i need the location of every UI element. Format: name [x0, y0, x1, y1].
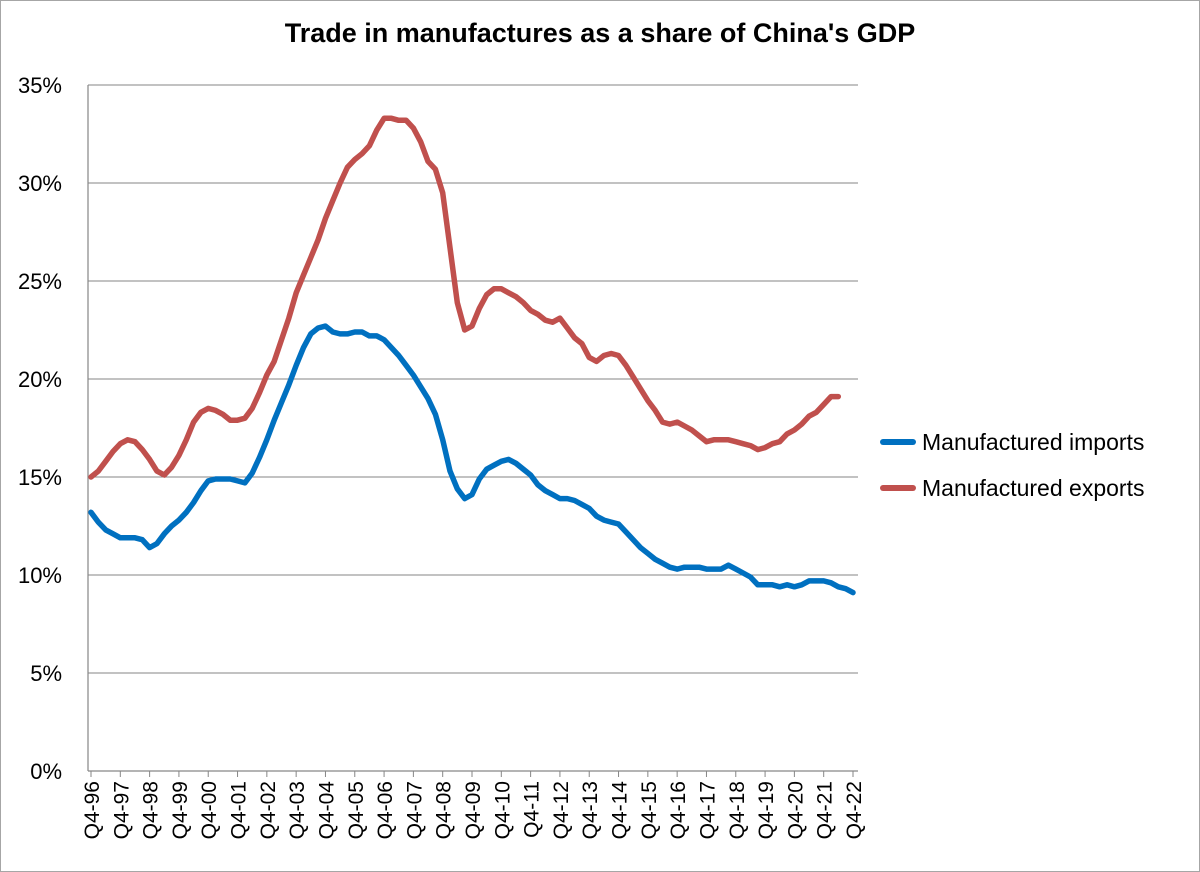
x-tick-label: Q4-16	[667, 781, 690, 839]
x-tick-label: Q4-00	[198, 781, 221, 839]
y-tick-label: 20%	[18, 367, 62, 392]
x-tick-label: Q4-96	[81, 781, 104, 839]
x-tick-label: Q4-99	[169, 781, 192, 839]
x-tick-label: Q4-09	[462, 781, 485, 839]
gridlines	[88, 84, 858, 674]
x-tick-label: Q4-08	[433, 781, 456, 839]
chart-title: Trade in manufactures as a share of Chin…	[284, 18, 916, 48]
x-tick-label: Q4-21	[814, 781, 837, 839]
legend-swatch-exports	[880, 485, 916, 491]
x-tick-label: Q4-06	[374, 781, 397, 839]
x-tick-label: Q4-17	[696, 781, 719, 839]
legend-swatch-imports	[880, 439, 916, 445]
legend-label-imports: Manufactured imports	[922, 428, 1145, 455]
x-tick-label: Q4-07	[403, 781, 426, 839]
y-tick-label: 5%	[30, 661, 62, 686]
x-tick-label: Q4-20	[784, 781, 807, 839]
y-tick-label: 0%	[30, 759, 62, 784]
series-lines	[88, 115, 856, 596]
series-line-imports	[88, 323, 856, 596]
x-tick-label: Q4-98	[140, 781, 163, 839]
x-tick-label: Q4-05	[345, 781, 368, 839]
axes	[87, 85, 858, 777]
x-tick-label: Q4-01	[228, 781, 251, 839]
x-tick-label: Q4-04	[315, 781, 338, 840]
x-tick-label: Q4-12	[550, 781, 573, 839]
y-tick-label: 25%	[18, 269, 62, 294]
legend-label-exports: Manufactured exports	[922, 474, 1145, 501]
legend: Manufactured imports Manufactured export…	[880, 427, 1144, 519]
x-tick-label: Q4-14	[609, 781, 632, 840]
x-tick-label: Q4-03	[286, 781, 309, 839]
x-tick-label: Q4-97	[110, 781, 133, 839]
x-tick-label: Q4-11	[521, 781, 544, 838]
y-tick-label: 35%	[18, 73, 62, 98]
y-tick-label: 30%	[18, 171, 62, 196]
x-tick-label: Q4-19	[755, 781, 778, 839]
x-tick-label: Q4-02	[257, 781, 280, 839]
series-line-exports	[88, 115, 842, 480]
x-tick-label: Q4-18	[726, 781, 749, 839]
x-tick-label: Q4-10	[491, 781, 514, 839]
x-tick-label: Q4-22	[843, 781, 866, 839]
y-tick-label: 15%	[18, 465, 62, 490]
y-tick-label: 10%	[18, 563, 62, 588]
legend-item-imports: Manufactured imports	[880, 427, 1144, 457]
legend-item-exports: Manufactured exports	[880, 473, 1144, 503]
x-tick-label: Q4-13	[579, 781, 602, 839]
x-tick-label: Q4-15	[638, 781, 661, 839]
y-axis-tick-labels: 0% 5% 10% 15% 20% 25% 30% 35%	[18, 73, 62, 784]
x-axis-tick-labels: Q4-96 Q4-97 Q4-98 Q4-99 Q4-00 Q4-01 Q4-02 Q4-03…	[81, 781, 866, 840]
